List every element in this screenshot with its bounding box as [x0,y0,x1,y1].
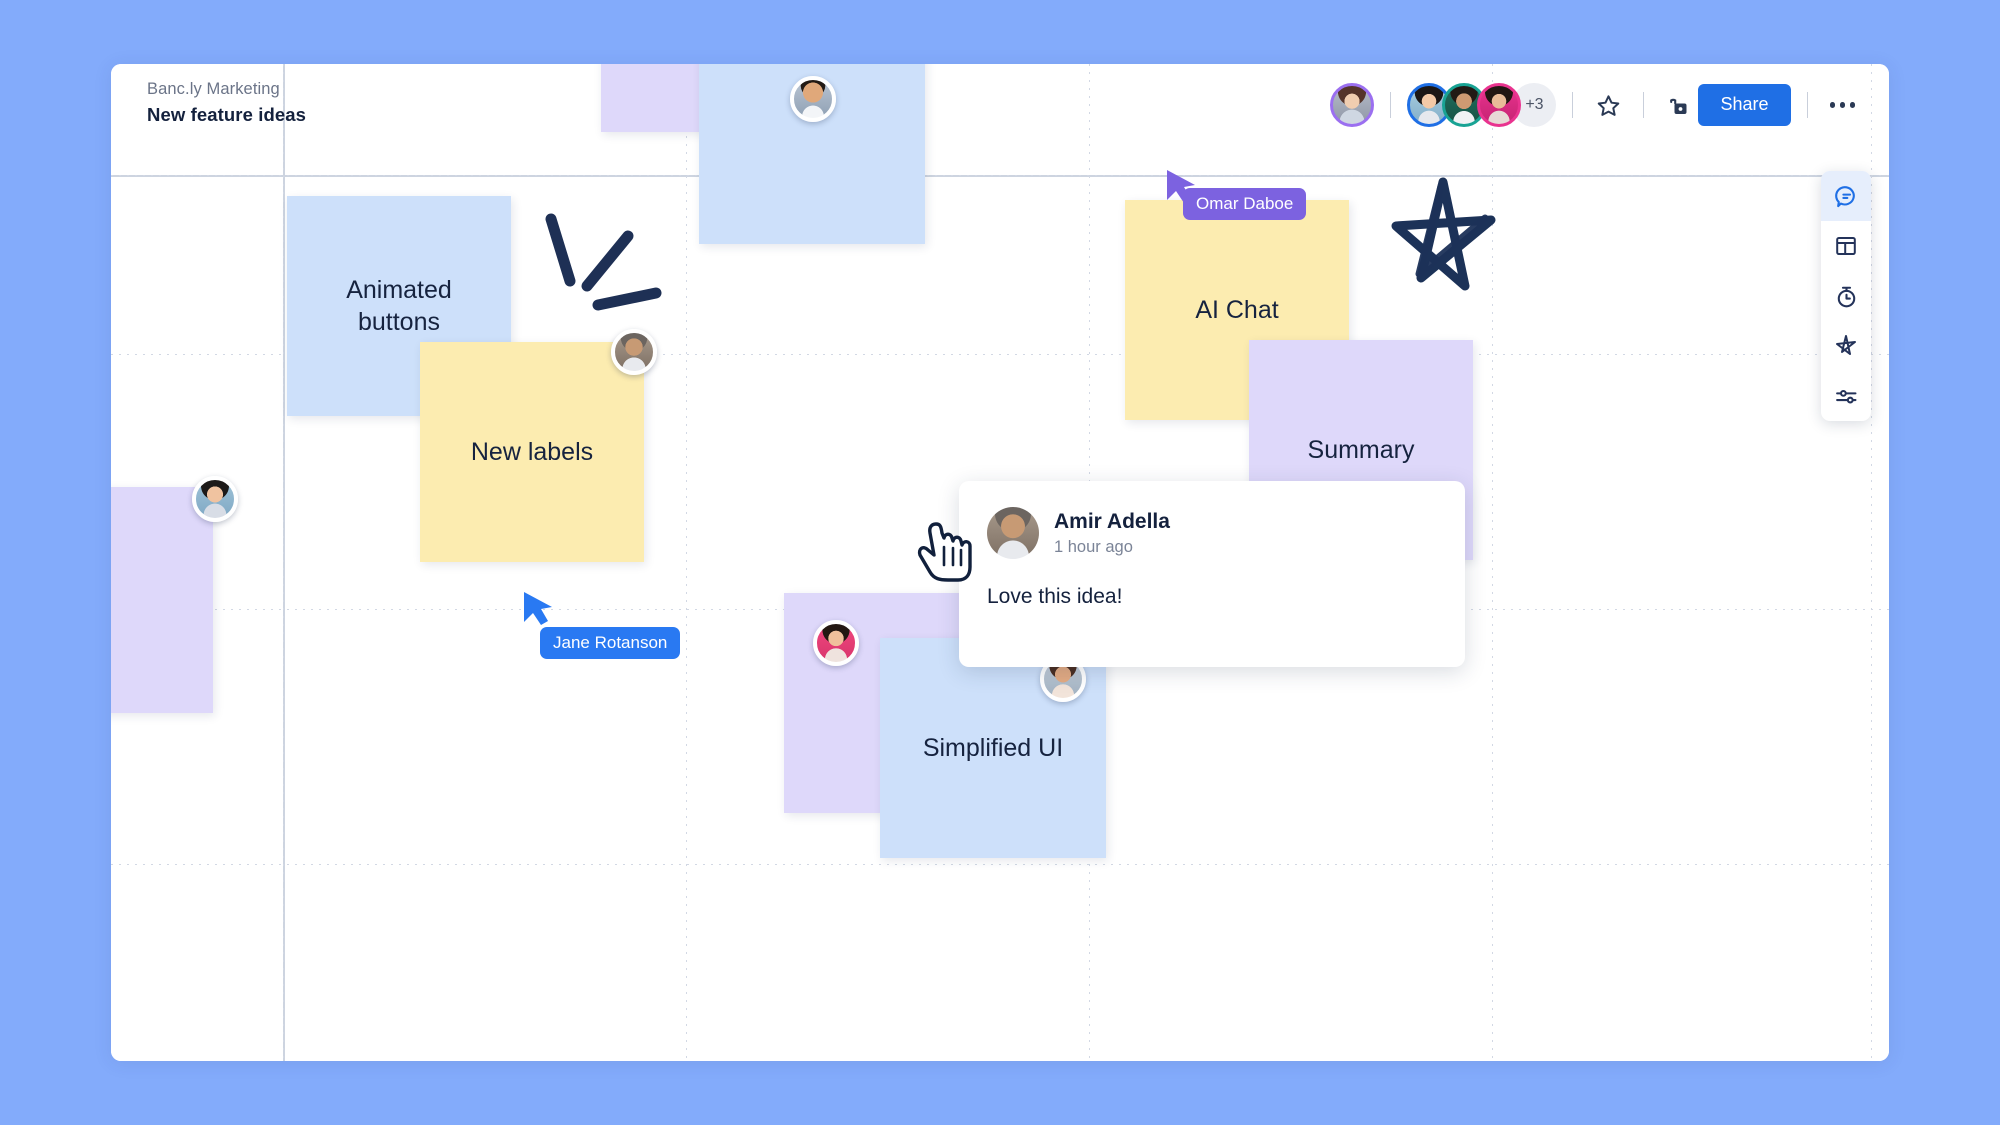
note-text: AI Chat [1195,296,1279,324]
gridline-horizontal [111,864,1889,865]
comment-popup[interactable]: Amir Adella 1 hour ago Love this idea! [959,481,1465,667]
gridline-vertical [686,64,687,1061]
comment-timestamp: 1 hour ago [1054,537,1133,556]
share-button[interactable]: Share [1698,84,1791,126]
tool-comments[interactable] [1821,171,1871,221]
divider [1390,92,1392,118]
note-text: Simplified UI [922,734,1064,762]
note-text: Animated buttons [346,276,452,336]
unlocked-padlock-icon[interactable] [1660,86,1698,124]
tool-settings[interactable] [1821,371,1871,421]
note-text: New labels [470,438,594,466]
cursor-label: Jane Rotanson [540,627,681,659]
note-new-labels[interactable]: New labels [420,342,644,562]
note-text: Summary [1307,436,1415,464]
ellipsis-icon[interactable] [1824,92,1862,118]
pin-note-left-purple[interactable] [192,476,238,522]
divider [1643,92,1645,118]
gridline-horizontal [111,175,1889,176]
right-toolbar [1821,171,1871,421]
pin-note-bottom-purple[interactable] [813,620,859,666]
breadcrumb[interactable]: Banc.ly Marketing [147,80,280,98]
avatar [987,507,1039,559]
pin-comment-anchor[interactable] [611,329,657,375]
divider [1572,92,1574,118]
gridline-vertical [1492,64,1493,1061]
collaborator-3[interactable] [1477,83,1522,127]
board-header-right: +3 Share [1330,78,1861,132]
comment-bubble-icon [1834,185,1855,207]
cursor-arrow-icon [524,592,552,625]
tool-timer[interactable] [1821,271,1871,321]
divider [1806,92,1808,118]
cursor-label: Omar Daboe [1183,188,1307,220]
comment-body: Love this idea! [987,585,1123,608]
tool-magic[interactable] [1821,321,1871,371]
gridline-vertical [283,64,284,1061]
sliders-icon [1835,389,1856,403]
note-top-purple[interactable] [601,64,717,132]
comment-header: Amir Adella 1 hour ago [987,507,1437,559]
star-icon[interactable] [1589,86,1627,124]
pin-note-top-blue[interactable] [790,76,836,122]
gridline-vertical [1871,64,1872,1061]
stopwatch-icon [1837,286,1855,307]
board-header-left: Banc.ly Marketing New feature ideas [147,77,306,129]
comment-meta: Amir Adella 1 hour ago [1054,509,1170,556]
page-title[interactable]: New feature ideas [147,103,307,125]
board-window: Animated buttons New labels AI Chat Summ… [111,64,1889,1061]
note-left-purple[interactable] [111,487,213,713]
sparkle-star-icon [1836,335,1856,355]
comment-author: Amir Adella [1054,510,1170,534]
avatar-self[interactable] [1330,83,1375,127]
tool-templates[interactable] [1821,221,1871,271]
layout-grid-icon [1836,237,1856,255]
collaborator-avatar-stack[interactable]: +3 [1407,83,1557,127]
